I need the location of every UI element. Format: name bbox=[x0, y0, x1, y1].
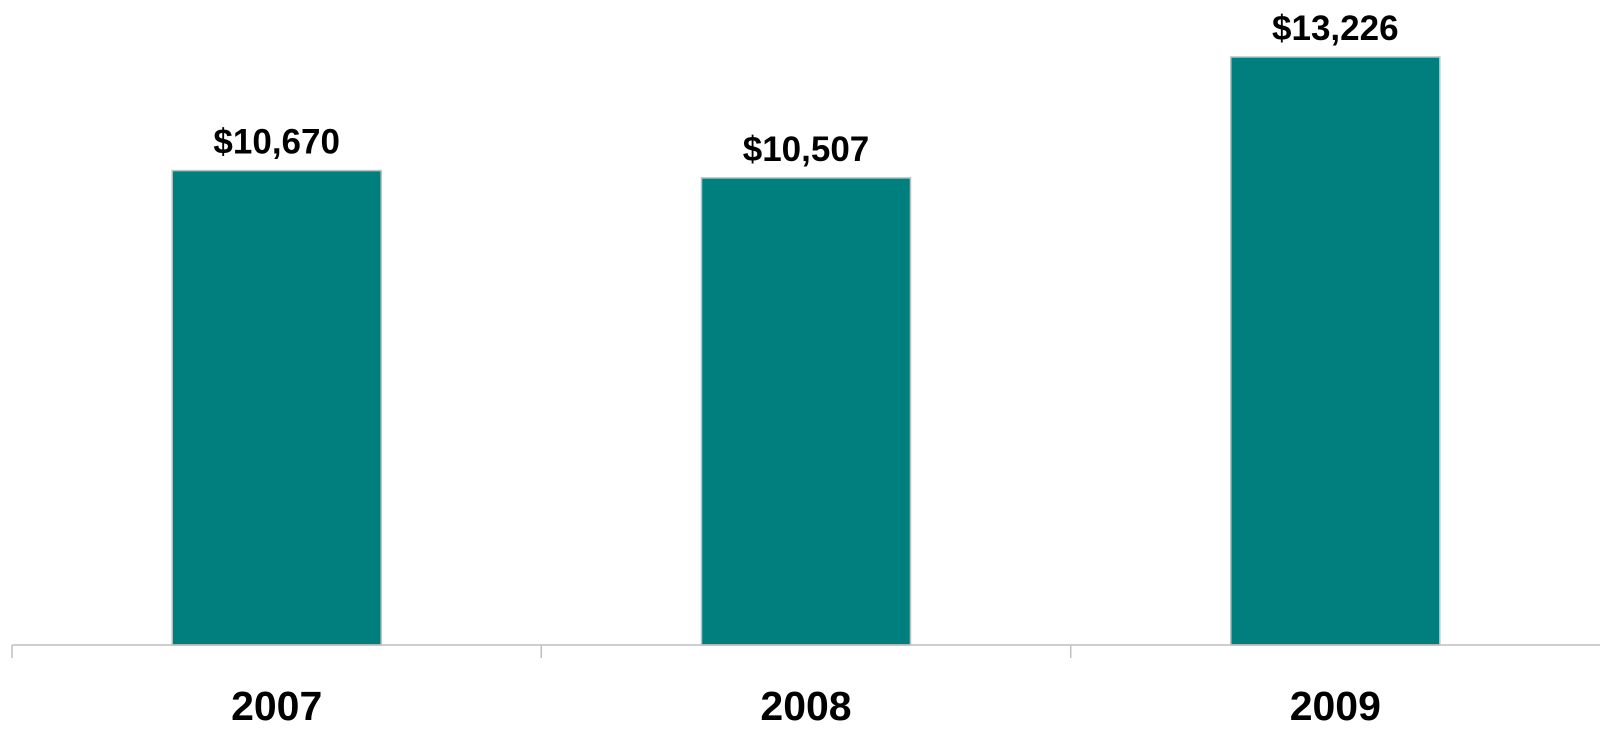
bar-2007 bbox=[171, 169, 382, 646]
data-labels-layer: $10,670 $10,507 $13,226 bbox=[213, 9, 1398, 169]
data-label-2009: $13,226 bbox=[1272, 9, 1399, 48]
x-tick-label-2007: 2007 bbox=[231, 683, 322, 729]
data-label-2008: $10,507 bbox=[743, 130, 870, 169]
x-tick-label-2009: 2009 bbox=[1290, 683, 1381, 729]
category-labels-layer: 2007 2008 2009 bbox=[231, 683, 1381, 729]
bar-2009 bbox=[1230, 56, 1441, 646]
x-tick-label-2008: 2008 bbox=[760, 683, 851, 729]
x-axis bbox=[11, 644, 1600, 658]
bar-2008 bbox=[700, 177, 912, 646]
bars-layer bbox=[171, 56, 1441, 646]
data-label-2007: $10,670 bbox=[213, 123, 340, 162]
